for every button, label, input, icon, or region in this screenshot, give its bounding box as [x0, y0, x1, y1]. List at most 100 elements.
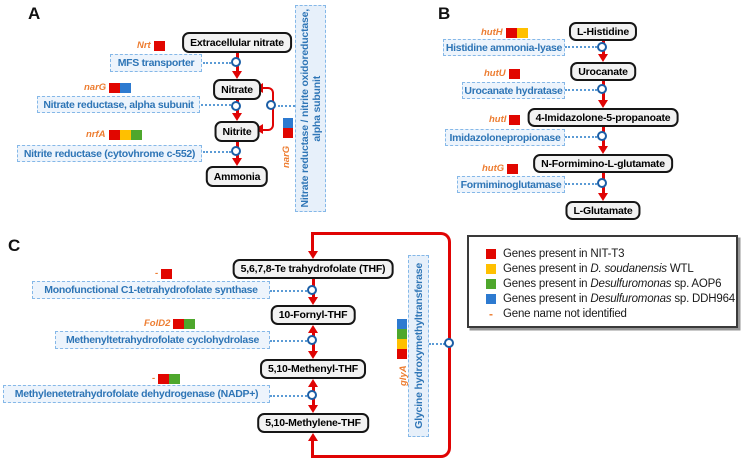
reaction-node [231, 101, 241, 111]
arrowhead-down-icon [308, 405, 318, 413]
reaction-node [266, 100, 276, 110]
reaction-node [231, 57, 241, 67]
enzyme-formiminoglutamase: Formiminoglutamase [457, 176, 565, 193]
legend-text: Gene name not identified [503, 308, 627, 320]
metabolite-nitrite: Nitrite [214, 121, 260, 142]
connector-dots [201, 104, 231, 106]
gene-name: - [155, 268, 159, 279]
metabolite-l-histidine: L-Histidine [568, 22, 638, 41]
gene-label-fold2: FolD2 [144, 318, 196, 329]
legend-species: Desulfuromonas [590, 293, 672, 305]
enzyme-nitrite-reductase: Nitrite reductase (cytovhrome c-552) [17, 145, 202, 162]
connector-dots [565, 183, 597, 185]
legend-label: Genes present in Desulfuromonas sp. AOP6 [503, 278, 722, 290]
reaction-node [444, 338, 454, 348]
gene-label-huti: hutI [489, 114, 521, 125]
arrowhead-down-icon [598, 193, 608, 201]
connector-dots [565, 46, 597, 48]
loop-arrow-stub [311, 232, 314, 252]
gene-name: Nrt [137, 40, 151, 51]
metabolite-l-glutamate: L-Glutamate [565, 201, 641, 220]
panel-c-label: C [8, 236, 21, 255]
gene-label-glya-vertical: glyA [398, 365, 409, 386]
strain-squares [509, 114, 521, 125]
legend-text: NIT-T3 [590, 248, 625, 260]
legend-species: Desulfuromonas [590, 278, 672, 290]
metabolite-extracellular-nitrate: Extracellular nitrate [182, 32, 292, 53]
gene-name: hutU [484, 68, 506, 79]
legend-item-nit-t3: Genes present in NIT-T3 [486, 248, 730, 260]
metabolite-thf: 5,6,7,8-Te trahydrofolate (THF) [232, 259, 394, 279]
enzyme-methylene-thf-dehydrogenase: Methylenetetrahydrofolate dehydrogenase … [3, 385, 270, 403]
legend-text: Genes present in [503, 263, 591, 275]
gene-label-unidentified: - [155, 268, 173, 279]
legend-label: Genes present in NIT-T3 [503, 248, 625, 260]
enzyme-c1-thf-synthase: Monofunctional C1-tetrahydrofolate synth… [32, 281, 270, 299]
legend-text: sp. DDH964 [671, 293, 735, 305]
gene-label-narg: narG [84, 82, 132, 93]
reaction-node [307, 285, 317, 295]
gene-name: hutI [489, 114, 507, 125]
gene-label-nrt: Nrt [137, 40, 165, 51]
connector-dots [270, 340, 307, 342]
reaction-node [307, 390, 317, 400]
gene-label-narg-vertical: narG [281, 145, 292, 168]
enzyme-name-line1: Nitrate reductase / nitrite oxidoreducta… [298, 9, 311, 208]
arrowhead-up-icon [308, 325, 318, 333]
gene-name: - [152, 373, 156, 384]
gene-name: nrfA [86, 129, 106, 140]
arrowhead-down-icon [232, 71, 242, 79]
legend-swatch-yellow [486, 264, 496, 274]
arrowhead-down-icon [598, 54, 608, 62]
strain-squares [161, 268, 173, 279]
metabolite-510-methylene-thf: 5,10-Methylene-THF [257, 413, 369, 433]
strain-squares [505, 27, 528, 38]
connector-dots [429, 343, 445, 345]
metabolite-ammonia: Ammonia [205, 166, 269, 187]
panel-b-label: B [438, 4, 451, 23]
strain-squares [109, 82, 132, 93]
enzyme-mfs-transporter: MFS transporter [110, 54, 202, 72]
reaction-node [231, 146, 241, 156]
legend-text: Genes present in [503, 278, 591, 290]
metabolite-urocanate: Urocanate [570, 62, 636, 81]
legend-label: Gene name not identified [503, 308, 627, 320]
legend-swatch-red [486, 249, 496, 259]
reaction-node [307, 335, 317, 345]
strain-squares [508, 68, 520, 79]
arrowhead-down-icon [598, 146, 608, 154]
legend-item-not-identified: - Gene name not identified [486, 308, 730, 320]
connector-dots [270, 395, 307, 397]
connector-dots [270, 290, 307, 292]
gene-label-unidentified: - [152, 373, 181, 384]
legend-text: Genes present in [503, 248, 591, 260]
gene-name: hutH [481, 27, 503, 38]
loop-arrow-stub [311, 440, 314, 458]
legend-text: WTL [666, 263, 694, 275]
enzyme-imidazolonepropionase: Imidazolonepropionase [445, 129, 565, 146]
gene-label-huth: hutH [481, 27, 528, 38]
arrowhead-down-icon [232, 113, 242, 121]
connector-dots [565, 89, 597, 91]
metabolite-formimino-glutamate: N-Formimino-L-glutamate [533, 154, 673, 173]
enzyme-methenyl-thf-cyclohydrolase: Methenyltetrahydrofolate cyclohydrolase [55, 331, 270, 349]
reaction-node [597, 84, 607, 94]
gene-name: hutG [482, 163, 505, 174]
panel-a-label: A [28, 4, 41, 23]
legend-swatch-blue [486, 294, 496, 304]
enzyme-glycine-hydroxymethyltransferase-vertical: Glycine hydroxymethyltransferase [408, 255, 429, 437]
gene-name: FolD2 [144, 318, 171, 329]
connector-dots [203, 151, 231, 153]
enzyme-nitrate-reductase: Nitrate reductase, alpha subunit [37, 96, 200, 113]
arrowhead-up-icon [308, 433, 318, 441]
legend-label: Genes present in Desulfuromonas sp. DDH9… [503, 293, 735, 305]
metabolite-10-fornyl-thf: 10-Fornyl-THF [270, 305, 356, 325]
strain-squares [283, 118, 293, 138]
connector-dots [565, 136, 597, 138]
gene-label-hutu: hutU [484, 68, 520, 79]
reaction-node [597, 178, 607, 188]
legend-item-aop6: Genes present in Desulfuromonas sp. AOP6 [486, 278, 730, 290]
arrowhead-down-icon [308, 251, 318, 259]
connector-dots [203, 62, 231, 64]
arrowhead-down-icon [598, 100, 608, 108]
